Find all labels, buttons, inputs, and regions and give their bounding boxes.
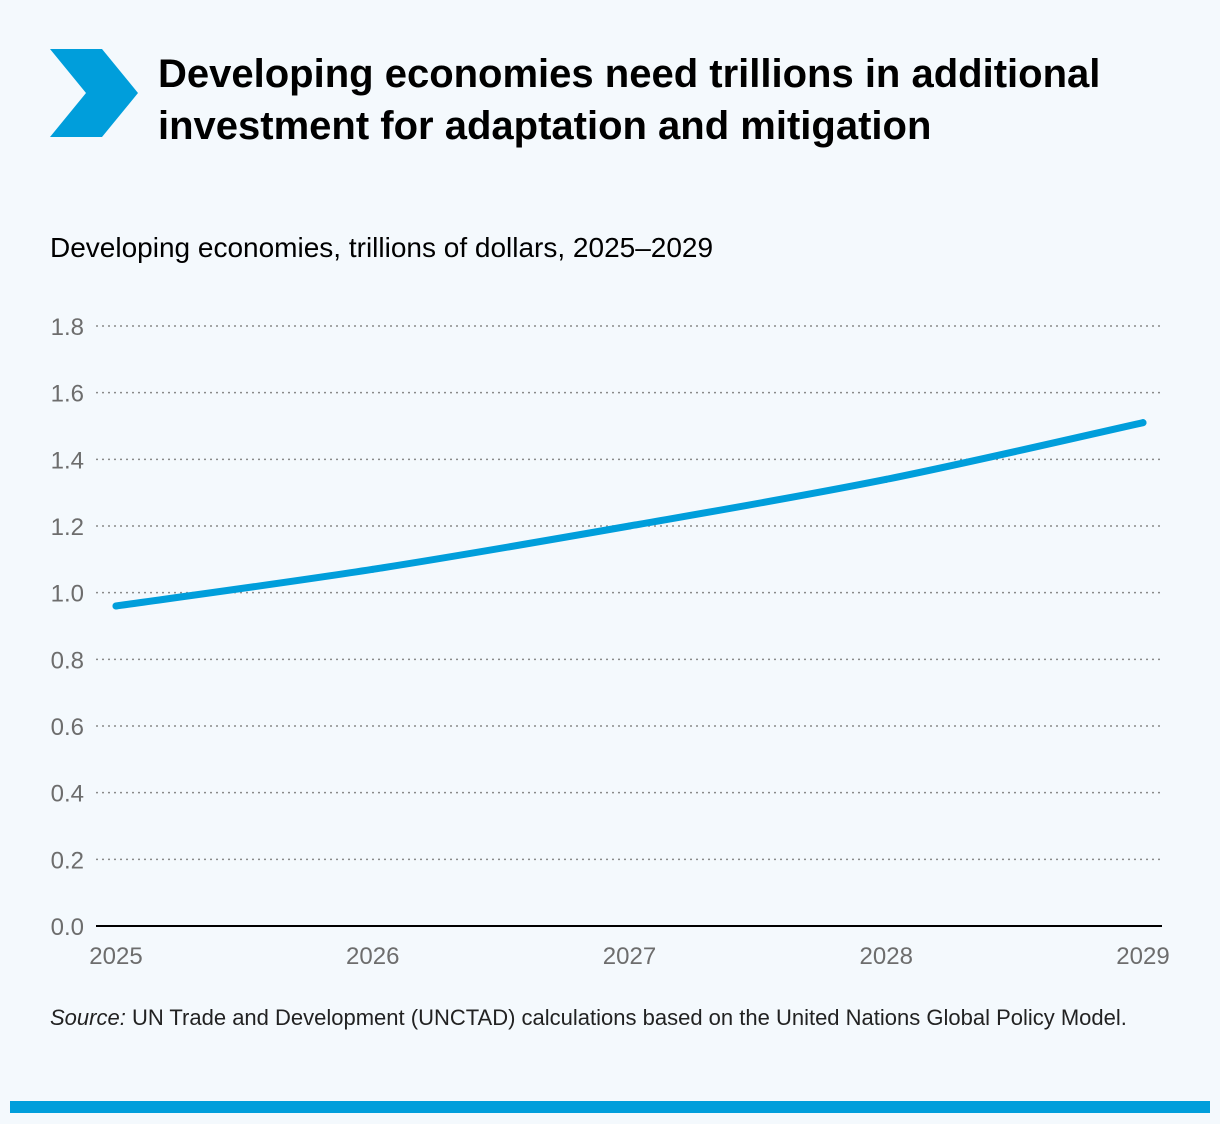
y-tick-label: 1.8 (51, 314, 84, 341)
y-tick-label: 1.0 (51, 581, 84, 608)
series-layer (112, 419, 1147, 610)
data-point (369, 565, 377, 573)
y-axis: 0.0 0.2 0.4 0.6 0.8 1.0 1.2 1.4 1.6 1.8 (51, 314, 84, 941)
grid-lines (96, 325, 1162, 861)
source-note: Source: UN Trade and Development (UNCTAD… (50, 1004, 1130, 1032)
y-tick-label: 1.4 (51, 447, 84, 474)
y-tick-label: 0.0 (51, 914, 84, 941)
bottom-accent-bar (10, 1101, 1210, 1113)
y-tick-label: 0.6 (51, 714, 84, 741)
line-chart: 0.00.20.40.60.81.01.21.41.61.8 2025 2026 2… (51, 314, 1170, 970)
chart-subtitle: Developing economies, trillions of dolla… (50, 232, 714, 263)
x-tick-label: 2025 (89, 943, 142, 970)
x-axis: 2025 2026 2027 2028 2029 (89, 925, 1170, 970)
x-tick-label: 2029 (1116, 943, 1169, 970)
data-point (112, 602, 120, 610)
y-tick-label: 0.4 (51, 781, 84, 808)
chevron-right-icon (50, 49, 138, 137)
series-line (112, 419, 1147, 610)
y-tick-label: 0.8 (51, 647, 84, 674)
data-point (626, 522, 633, 530)
chart-title: Developing economies need trillions in a… (158, 52, 1101, 148)
x-tick-label: 2027 (603, 943, 656, 970)
data-point (882, 475, 890, 483)
x-tick-label: 2028 (860, 943, 913, 970)
source-text: UN Trade and Development (UNCTAD) calcul… (125, 1005, 1127, 1030)
data-point (1139, 419, 1147, 427)
y-tick-label: 1.2 (51, 514, 84, 541)
y-tick-label: 1.6 (51, 381, 84, 408)
x-tick-label: 2026 (346, 943, 399, 970)
y-tick-label: 0.2 (51, 847, 84, 874)
source-label: Source: (50, 1005, 126, 1030)
